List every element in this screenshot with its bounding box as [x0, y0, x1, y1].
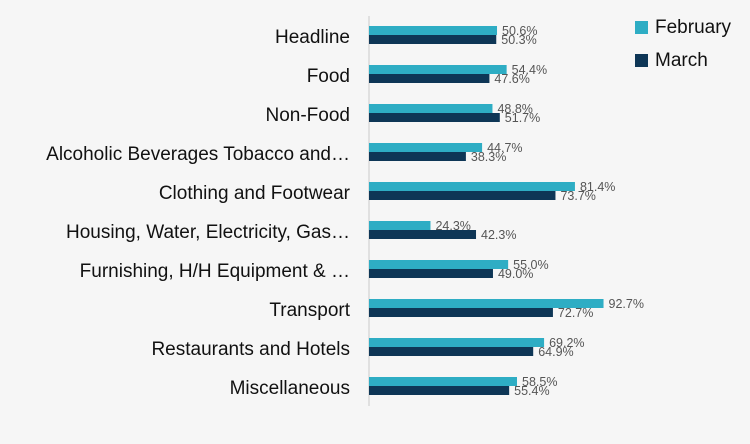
- category-label: Miscellaneous: [230, 378, 350, 399]
- data-label-march: 47.6%: [494, 72, 529, 86]
- data-label-february: 44.7%: [487, 141, 522, 155]
- plot-area: Headline 50.6%50.3% Food 54.4%47.6% Non-Food…: [46, 24, 644, 399]
- bar-february-5: [369, 221, 431, 230]
- bar-february-2: [369, 104, 493, 113]
- data-label-march: 72.7%: [558, 306, 593, 320]
- bar-march-1: [369, 74, 490, 83]
- data-label-february: 50.6%: [502, 24, 537, 38]
- data-label-march: 51.7%: [505, 111, 540, 125]
- bar-february-6: [369, 260, 509, 269]
- bar-march-2: [369, 113, 500, 122]
- data-label-march: 50.3%: [501, 33, 536, 47]
- data-label-february: 92.7%: [609, 297, 644, 311]
- bar-february-7: [369, 299, 604, 308]
- category-label: Food: [307, 66, 350, 87]
- bar-march-8: [369, 347, 534, 356]
- data-label-march: 38.3%: [471, 150, 506, 164]
- category-label: Non-Food: [266, 105, 351, 126]
- category-label: Alcoholic Beverages Tobacco and…: [46, 144, 350, 165]
- legend: February March: [635, 17, 732, 71]
- data-label-february: 55.0%: [513, 258, 548, 272]
- data-label-march: 55.4%: [514, 384, 549, 398]
- bar-march-4: [369, 191, 556, 200]
- bar-february-0: [369, 26, 498, 35]
- data-label-february: 69.2%: [549, 336, 584, 350]
- data-label-march: 42.3%: [481, 228, 516, 242]
- legend-swatch-march: [635, 54, 648, 67]
- bar-february-8: [369, 338, 545, 347]
- bar-february-9: [369, 377, 518, 386]
- category-label: Clothing and Footwear: [159, 183, 351, 204]
- bar-february-4: [369, 182, 575, 191]
- bar-march-5: [369, 230, 477, 239]
- legend-label-march: March: [655, 50, 708, 71]
- bar-february-1: [369, 65, 507, 74]
- data-label-march: 64.9%: [538, 345, 573, 359]
- data-label-march: 49.0%: [498, 267, 533, 281]
- data-label-february: 81.4%: [580, 180, 615, 194]
- category-label: Housing, Water, Electricity, Gas…: [66, 222, 350, 243]
- data-label-february: 54.4%: [512, 63, 547, 77]
- category-label: Transport: [269, 300, 350, 321]
- data-label-february: 48.8%: [497, 102, 532, 116]
- data-label-february: 24.3%: [435, 219, 470, 233]
- category-label: Restaurants and Hotels: [151, 339, 350, 360]
- bar-march-7: [369, 308, 553, 317]
- bar-march-9: [369, 386, 510, 395]
- bar-march-3: [369, 152, 466, 161]
- category-label: Furnishing, H/H Equipment & …: [80, 261, 350, 282]
- data-label-february: 58.5%: [522, 375, 557, 389]
- data-label-march: 73.7%: [560, 189, 595, 203]
- bar-march-0: [369, 35, 497, 44]
- bar-february-3: [369, 143, 483, 152]
- legend-label-february: February: [655, 17, 732, 38]
- bar-march-6: [369, 269, 493, 278]
- category-label: Headline: [275, 27, 350, 48]
- legend-swatch-february: [635, 21, 648, 34]
